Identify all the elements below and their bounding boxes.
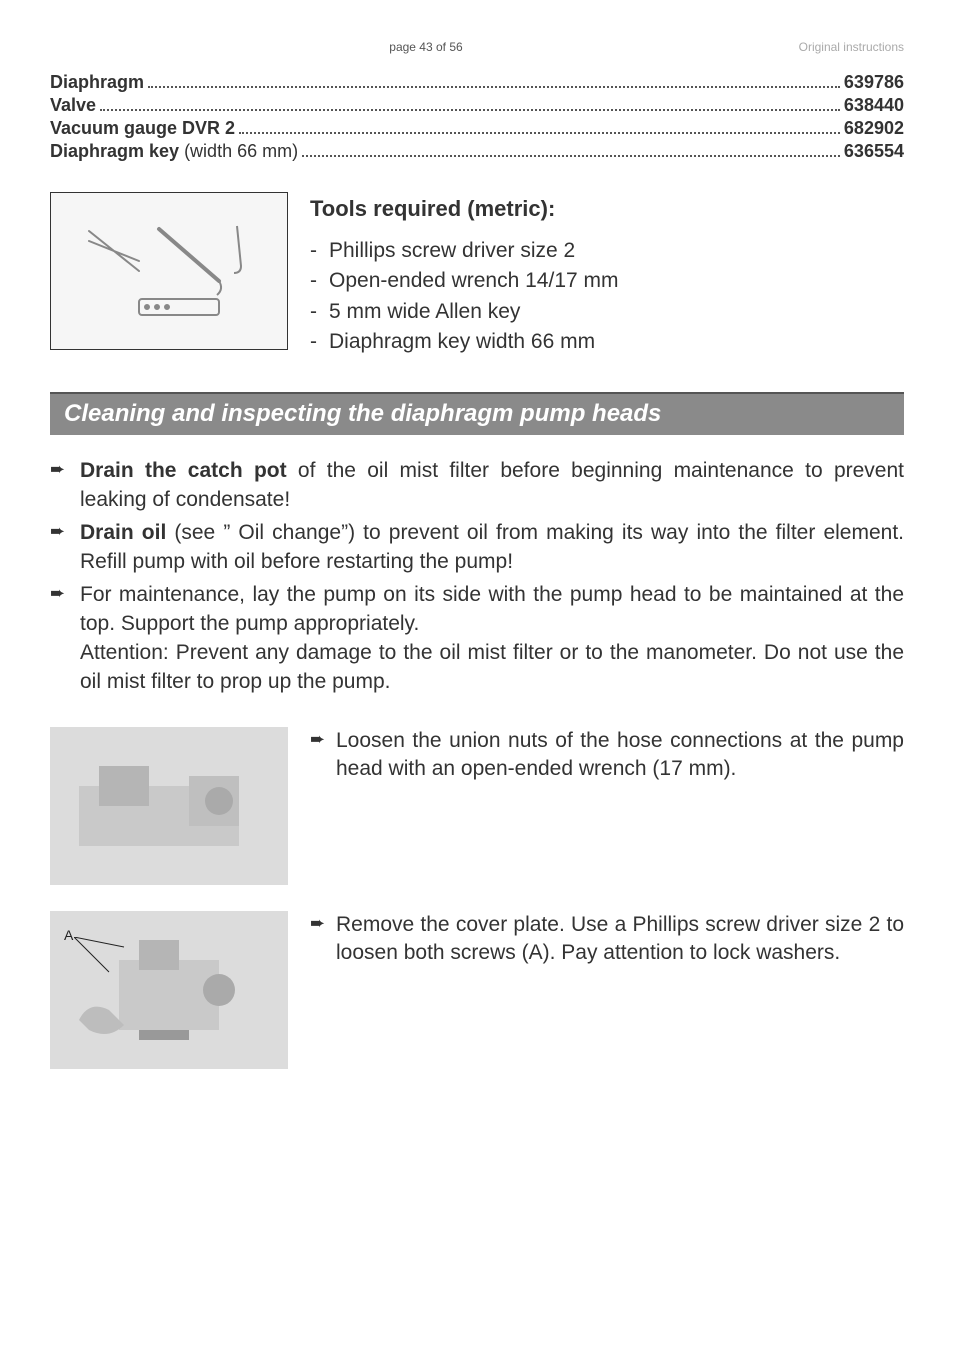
- note-item: For maintenance, lay the pump on its sid…: [50, 581, 904, 697]
- note-item: Drain the catch pot of the oil mist filt…: [50, 457, 904, 515]
- parts-list: Diaphragm 639786 Valve 638440 Vacuum gau…: [50, 72, 904, 162]
- part-label: Diaphragm: [50, 72, 144, 93]
- step-image: A: [50, 911, 288, 1069]
- part-label: Valve: [50, 95, 96, 116]
- part-number: 638440: [844, 95, 904, 116]
- step-row: Loosen the union nuts of the hose connec…: [50, 727, 904, 885]
- tools-section: Tools required (metric): Phillips screw …: [50, 192, 904, 358]
- step-text: Remove the cover plate. Use a Phillips s…: [310, 911, 904, 969]
- part-label: Diaphragm key (width 66 mm): [50, 141, 298, 162]
- tool-item: Open-ended wrench 14/17 mm: [310, 266, 619, 296]
- tools-list: Phillips screw driver size 2 Open-ended …: [310, 236, 619, 358]
- tools-image: [50, 192, 288, 350]
- dot-leader: [302, 155, 840, 157]
- section-heading: Cleaning and inspecting the diaphragm pu…: [50, 392, 904, 435]
- page-header: . page 43 of 56 Original instructions: [50, 40, 904, 54]
- dot-leader: [148, 86, 840, 88]
- parts-row: Valve 638440: [50, 95, 904, 116]
- part-number: 682902: [844, 118, 904, 139]
- parts-row: Vacuum gauge DVR 2 682902: [50, 118, 904, 139]
- parts-row: Diaphragm 639786: [50, 72, 904, 93]
- step-row: A Remove the cover plate. Use a Phillips…: [50, 911, 904, 1069]
- note-item: Drain oil (see ” Oil change”) to prevent…: [50, 519, 904, 577]
- tools-text: Tools required (metric): Phillips screw …: [310, 192, 619, 358]
- tools-heading: Tools required (metric):: [310, 196, 619, 222]
- part-number: 639786: [844, 72, 904, 93]
- tool-item: 5 mm wide Allen key: [310, 297, 619, 327]
- tool-item: Phillips screw driver size 2: [310, 236, 619, 266]
- step-image: [50, 727, 288, 885]
- step-text: Loosen the union nuts of the hose connec…: [310, 727, 904, 785]
- parts-row: Diaphragm key (width 66 mm) 636554: [50, 141, 904, 162]
- dot-leader: [239, 132, 840, 134]
- page-number: page 43 of 56: [53, 40, 798, 54]
- doc-type: Original instructions: [799, 40, 904, 54]
- part-number: 636554: [844, 141, 904, 162]
- dot-leader: [100, 109, 840, 111]
- tool-item: Diaphragm key width 66 mm: [310, 327, 619, 357]
- part-label: Vacuum gauge DVR 2: [50, 118, 235, 139]
- callout-label: A: [64, 927, 73, 943]
- callout-lines: [74, 937, 134, 977]
- maintenance-notes: Drain the catch pot of the oil mist filt…: [50, 457, 904, 697]
